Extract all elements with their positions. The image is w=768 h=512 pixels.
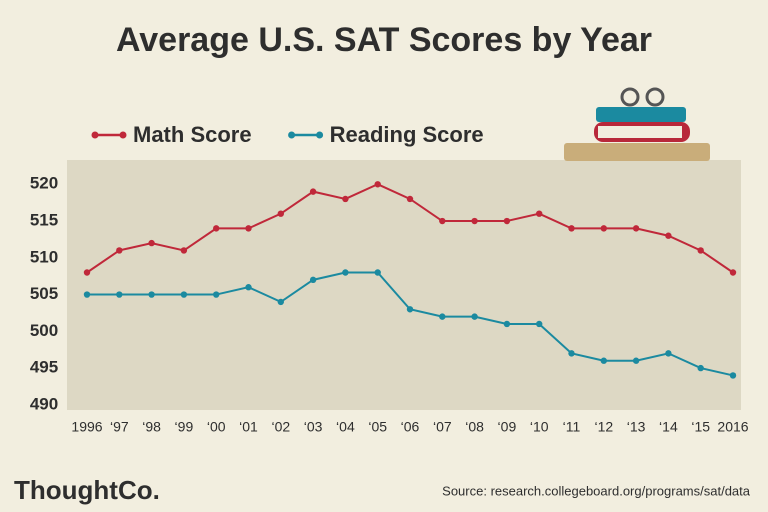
data-point xyxy=(503,320,511,328)
y-tick-label: 490 xyxy=(30,394,58,413)
data-point xyxy=(374,269,381,276)
x-tick-label: ‘15 xyxy=(691,419,710,435)
x-tick-label: ‘10 xyxy=(530,419,549,435)
data-point xyxy=(309,276,317,284)
data-point xyxy=(213,291,220,298)
data-point xyxy=(471,217,478,225)
data-point xyxy=(729,372,737,379)
data-point xyxy=(83,291,91,298)
legend-dot xyxy=(119,131,127,139)
legend-dot xyxy=(316,131,324,139)
legend-dot xyxy=(288,131,296,139)
data-point xyxy=(245,284,252,291)
chart-title: Average U.S. SAT Scores by Year xyxy=(116,21,652,59)
y-tick-label: 510 xyxy=(30,247,58,266)
y-tick-label: 495 xyxy=(30,358,58,377)
x-tick-label: ‘01 xyxy=(239,419,258,435)
data-point xyxy=(180,291,188,298)
data-point xyxy=(342,269,349,276)
data-point xyxy=(536,320,543,328)
data-point xyxy=(536,210,543,217)
data-point xyxy=(471,313,478,320)
data-point xyxy=(503,217,511,225)
legend-label: Reading Score xyxy=(330,122,484,147)
data-point xyxy=(632,225,640,232)
data-point xyxy=(568,350,575,357)
x-tick-label: ‘06 xyxy=(401,419,420,435)
data-point xyxy=(632,357,640,364)
x-tick-label: ‘04 xyxy=(336,419,355,435)
data-point xyxy=(277,298,284,306)
y-tick-label: 500 xyxy=(30,321,58,340)
y-tick-label: 515 xyxy=(30,211,58,230)
x-tick-label: ‘99 xyxy=(175,419,194,435)
data-point xyxy=(600,357,607,364)
x-tick-label: ‘97 xyxy=(110,419,129,435)
data-point xyxy=(439,313,446,320)
legend-label: Math Score xyxy=(133,122,252,147)
data-point xyxy=(83,269,91,276)
data-point xyxy=(309,188,317,195)
data-point xyxy=(148,291,155,298)
data-point xyxy=(697,247,704,254)
x-tick-label: ‘03 xyxy=(304,419,323,435)
data-point xyxy=(665,232,672,239)
data-point xyxy=(406,306,414,313)
data-point xyxy=(439,217,446,225)
legend-dot xyxy=(91,131,99,139)
x-tick-label: ‘13 xyxy=(627,419,646,435)
data-point xyxy=(180,247,188,254)
x-tick-label: ‘11 xyxy=(563,419,581,435)
y-tick-label: 505 xyxy=(30,284,58,303)
data-point xyxy=(406,195,414,203)
x-tick-label: ‘12 xyxy=(594,419,613,435)
y-tick-label: 520 xyxy=(30,174,58,193)
x-tick-label: ‘14 xyxy=(659,419,678,435)
data-point xyxy=(600,225,607,232)
x-tick-label: 2016 xyxy=(717,419,748,435)
x-tick-label: ‘00 xyxy=(207,419,226,435)
data-point xyxy=(729,269,737,276)
data-point xyxy=(148,239,155,247)
data-point xyxy=(116,291,123,298)
data-point xyxy=(697,364,704,372)
data-point xyxy=(568,225,575,232)
data-point xyxy=(665,350,672,357)
data-point xyxy=(342,195,349,203)
x-tick-label: ‘98 xyxy=(142,419,161,435)
logo: ThoughtCo. xyxy=(14,475,160,505)
data-point xyxy=(374,181,381,188)
x-tick-label: ‘02 xyxy=(271,419,290,435)
data-point xyxy=(245,225,252,232)
books-illustration xyxy=(564,87,710,161)
data-point xyxy=(213,225,220,232)
x-tick-label: ‘08 xyxy=(465,419,484,435)
data-point xyxy=(116,247,123,254)
x-tick-label: 1996 xyxy=(71,419,102,435)
plot-area xyxy=(67,160,741,410)
data-point xyxy=(277,210,284,217)
x-tick-label: ‘07 xyxy=(433,419,452,435)
x-tick-label: ‘05 xyxy=(368,419,387,435)
x-tick-label: ‘09 xyxy=(498,419,517,435)
source: Source: research.collegeboard.org/progra… xyxy=(442,483,751,498)
